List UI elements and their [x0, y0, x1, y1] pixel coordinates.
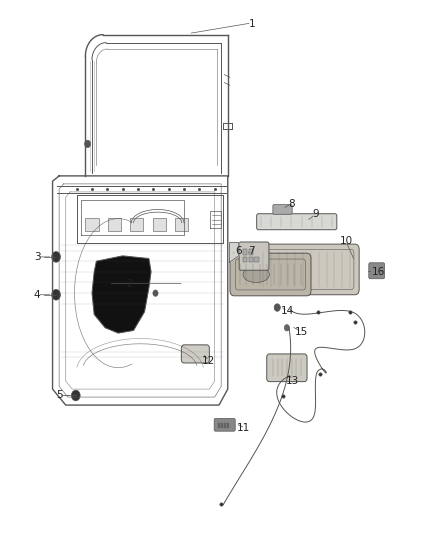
Bar	[249, 249, 253, 255]
Bar	[243, 257, 247, 262]
FancyBboxPatch shape	[239, 242, 269, 270]
Text: 13: 13	[286, 376, 299, 385]
Text: 4: 4	[34, 290, 41, 300]
Text: 3: 3	[34, 252, 41, 262]
FancyBboxPatch shape	[254, 244, 359, 295]
FancyBboxPatch shape	[267, 354, 307, 382]
Circle shape	[85, 140, 91, 148]
Bar	[131, 218, 144, 231]
Text: 5: 5	[56, 391, 63, 400]
Text: 14: 14	[281, 306, 294, 316]
Text: 15: 15	[295, 327, 308, 336]
Text: 11: 11	[237, 423, 250, 433]
Bar	[243, 249, 247, 255]
Bar	[175, 218, 188, 231]
Bar	[224, 423, 226, 428]
Text: 7: 7	[248, 246, 255, 255]
Bar	[85, 218, 99, 231]
Bar	[221, 423, 223, 428]
Bar	[218, 423, 220, 428]
Polygon shape	[230, 243, 239, 262]
FancyBboxPatch shape	[214, 418, 235, 431]
FancyBboxPatch shape	[369, 263, 385, 279]
Circle shape	[274, 304, 280, 311]
Text: 10: 10	[339, 237, 353, 246]
Text: 9: 9	[312, 209, 319, 219]
FancyBboxPatch shape	[181, 345, 209, 363]
Bar	[254, 257, 259, 262]
Text: 2: 2	[126, 279, 133, 288]
Circle shape	[52, 252, 60, 262]
Text: 12: 12	[201, 356, 215, 366]
Circle shape	[52, 289, 60, 300]
Text: 1: 1	[248, 19, 255, 29]
Bar	[108, 218, 121, 231]
Text: 8: 8	[288, 199, 295, 208]
Bar	[227, 423, 229, 428]
Text: 6: 6	[235, 246, 242, 255]
Circle shape	[153, 290, 158, 296]
FancyBboxPatch shape	[230, 253, 311, 296]
Ellipse shape	[243, 266, 269, 282]
FancyBboxPatch shape	[257, 214, 337, 230]
Bar	[249, 257, 253, 262]
Polygon shape	[92, 256, 151, 333]
Text: 16: 16	[372, 267, 385, 277]
Circle shape	[284, 325, 290, 331]
Circle shape	[71, 390, 80, 401]
FancyBboxPatch shape	[273, 205, 292, 214]
Bar	[153, 218, 166, 231]
